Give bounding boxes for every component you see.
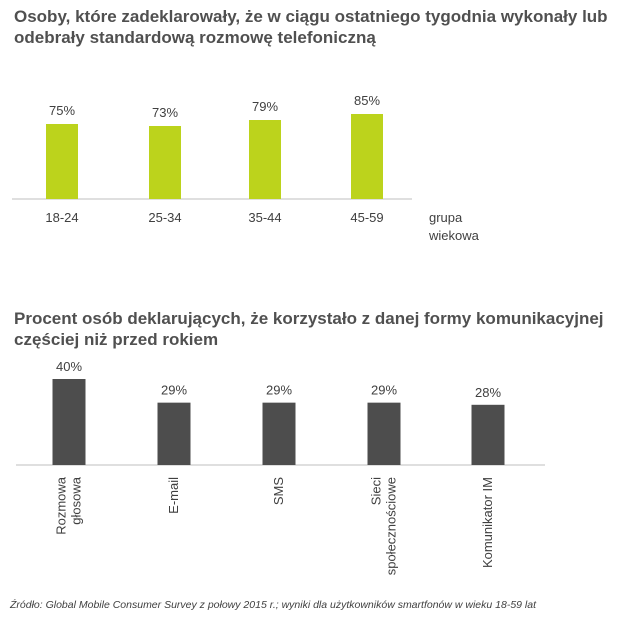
chart1-tick-label: 45-59	[350, 210, 383, 225]
source-note: Źródło: Global Mobile Consumer Survey z …	[10, 599, 536, 611]
chart2-tick-label: Komunikator IM	[480, 477, 495, 568]
chart2-title: Procent osób deklarujących, że korzystał…	[14, 309, 604, 349]
chart1-data-label: 75%	[49, 103, 75, 118]
chart1-axis-label: wiekowa	[428, 228, 480, 243]
chart2-tick-label: społecznościowe	[384, 477, 399, 575]
chart1-bar	[46, 124, 78, 199]
chart1-tick-label: 35-44	[248, 210, 281, 225]
chart2-bar	[262, 402, 296, 465]
chart2-bar	[367, 402, 401, 465]
chart1-data-label: 73%	[152, 105, 178, 120]
chart1-bar	[149, 126, 181, 199]
chart1-data-label: 79%	[252, 99, 278, 114]
chart2-tick-label: Sieci	[369, 477, 384, 505]
chart1-bar	[351, 114, 383, 199]
chart1-bar	[249, 120, 281, 199]
chart2-data-label: 40%	[56, 359, 82, 374]
chart1-axis-label: grupa	[429, 210, 463, 225]
chart1-tick-label: 18-24	[45, 210, 78, 225]
chart2-bar	[471, 404, 505, 465]
chart1-age-groups: 75% 18-24 73% 25-34 79% 35-44 85% 45-59 grupa wie…	[12, 93, 480, 243]
chart2-bar	[52, 379, 86, 465]
chart2-data-label: 29%	[161, 383, 187, 398]
chart2-communication-forms: 40% Rozmowa głosowa 29% E-mail 29% SMS 29% Sieci…	[16, 359, 545, 575]
chart2-tick-label: SMS	[271, 477, 286, 506]
chart2-data-label: 29%	[266, 383, 292, 398]
chart2-tick-label: głosowa	[69, 476, 84, 524]
chart2-data-label: 28%	[475, 385, 501, 400]
chart2-data-label: 29%	[371, 383, 397, 398]
chart2-tick-label: Rozmowa	[54, 476, 69, 535]
chart1-data-label: 85%	[354, 93, 380, 108]
chart1-title: Osoby, które zadeklarowały, że w ciągu o…	[14, 7, 608, 47]
chart2-tick-label: E-mail	[166, 477, 181, 514]
chart2-bar	[157, 402, 191, 465]
chart1-tick-label: 25-34	[148, 210, 181, 225]
